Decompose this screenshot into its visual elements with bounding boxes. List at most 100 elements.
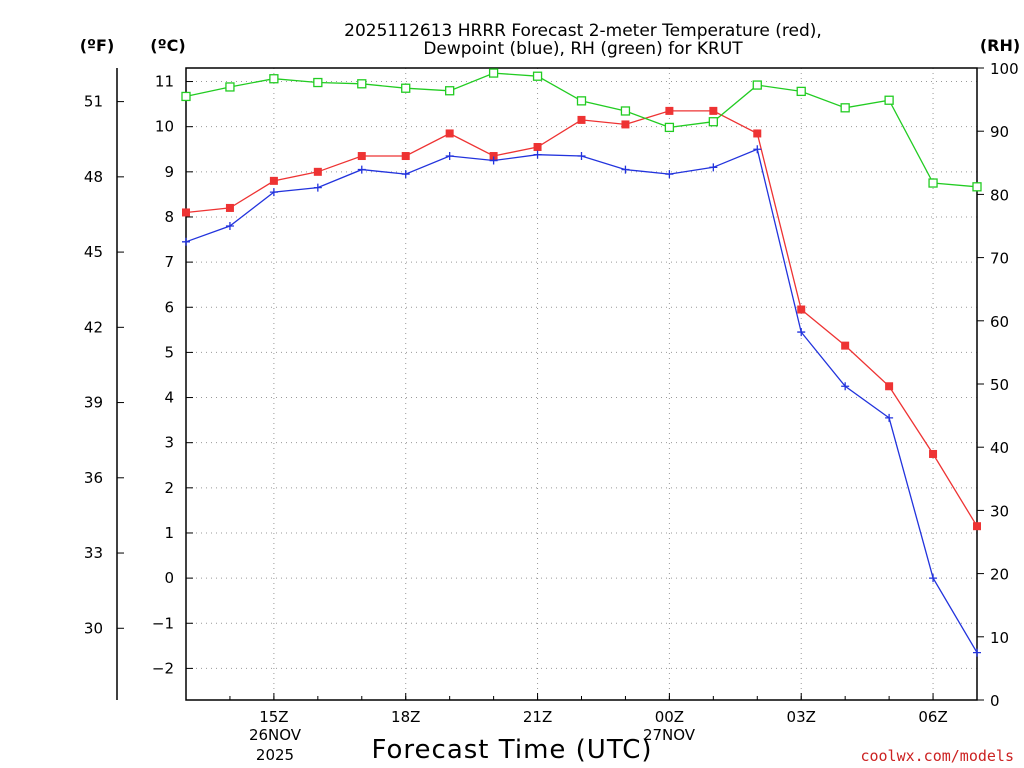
celsius-tick-label: −1 (152, 614, 174, 632)
dewpoint-point (841, 382, 850, 391)
celsius-tick-label: 0 (164, 569, 174, 587)
rh-tick-label: 40 (990, 439, 1009, 457)
fahrenheit-tick-label: 33 (84, 544, 103, 562)
celsius-tick-label: 3 (164, 434, 174, 452)
rh-point (708, 117, 718, 127)
plot-frame (185, 67, 978, 701)
temperature-point (533, 143, 542, 151)
x-tick-label: 00Z (655, 708, 684, 726)
rh-tick-label: 10 (990, 629, 1009, 647)
rh-tick-label: 30 (990, 502, 1009, 520)
temperature-point (665, 106, 674, 115)
temperature-point (225, 203, 234, 212)
temperature-point (753, 129, 762, 138)
fahrenheit-tick-label: 51 (84, 93, 103, 111)
rh-point (664, 122, 675, 133)
temperature-point (797, 305, 806, 314)
axis-ticks: −2−1012345678910113033363942454851010203… (84, 60, 1019, 726)
fahrenheit-tick-label: 39 (84, 394, 103, 412)
rh-point (840, 103, 850, 113)
temperature-point (182, 208, 190, 217)
dewpoint-point (489, 156, 498, 165)
rh-point (313, 77, 323, 88)
dewpoint-point (973, 648, 981, 657)
dewpoint-point (753, 145, 762, 154)
temperature-point (929, 449, 938, 458)
fahrenheit-tick-label: 30 (84, 619, 103, 637)
dewpoint-point (533, 150, 542, 159)
celsius-tick-label: −2 (152, 659, 174, 677)
dewpoint-point (709, 163, 718, 172)
temperature-point (973, 522, 981, 531)
rh-tick-label: 90 (990, 123, 1009, 141)
rh-point (884, 95, 894, 105)
dewpoint-point (885, 413, 894, 422)
rh-point (445, 86, 455, 96)
rh-tick-label: 80 (990, 186, 1009, 204)
temperature-point (489, 152, 498, 161)
chart-title-line-2: Dewpoint (blue), RH (green) for KRUT (423, 39, 743, 59)
rh-tick-label: 100 (990, 60, 1019, 78)
x-date-label-day: 26NOV (249, 726, 302, 744)
rh-axis-unit: (RH) (980, 36, 1020, 55)
dewpoint-point (621, 165, 630, 174)
temperature-point (577, 115, 586, 124)
dewpoint-point (665, 170, 674, 179)
temperature-point (357, 152, 366, 161)
rh-tick-label: 50 (990, 376, 1009, 394)
temperature-point (885, 382, 894, 391)
celsius-axis-unit: (ºC) (150, 36, 185, 55)
rh-point (181, 91, 191, 102)
celsius-tick-label: 5 (164, 343, 174, 361)
fahrenheit-tick-label: 45 (84, 243, 103, 261)
x-tick-label: 06Z (918, 708, 947, 726)
celsius-tick-label: 10 (155, 118, 174, 136)
x-date-label-day2: 27NOV (643, 726, 696, 744)
celsius-tick-label: 1 (164, 524, 174, 542)
temperature-point (621, 120, 630, 129)
rh-point (576, 96, 587, 106)
dewpoint-point (313, 183, 322, 192)
x-tick-label: 21Z (523, 708, 552, 726)
rh-tick-label: 60 (990, 313, 1009, 331)
dewpoint-point (225, 222, 234, 230)
dewpoint-point (182, 237, 190, 246)
x-tick-label: 18Z (391, 708, 420, 726)
celsius-tick-label: 6 (164, 298, 174, 316)
fahrenheit-axis-unit: (ºF) (80, 36, 115, 55)
x-tick-label: 15Z (259, 708, 288, 726)
dewpoint-line (185, 148, 978, 653)
rh-point (532, 71, 543, 81)
rh-point (401, 83, 411, 93)
credit-link[interactable]: coolwx.com/models (860, 747, 1014, 765)
rh-point (357, 79, 367, 89)
rh-point (796, 86, 806, 97)
dewpoint-point (929, 574, 938, 583)
dewpoint-point (401, 170, 410, 179)
chart-title-line-1: 2025112613 HRRR Forecast 2-meter Tempera… (344, 21, 822, 41)
rh-tick-label: 20 (990, 566, 1009, 584)
dewpoint-point (269, 188, 278, 197)
temperature-point (709, 106, 718, 115)
dewpoint-point (577, 152, 586, 161)
celsius-tick-label: 8 (164, 208, 174, 226)
rh-point (928, 178, 938, 188)
celsius-tick-label: 4 (164, 389, 174, 407)
temperature-point (313, 167, 322, 176)
rh-tick-label: 70 (990, 250, 1009, 268)
temperature-line (185, 110, 978, 527)
fahrenheit-tick-label: 48 (84, 168, 103, 186)
fahrenheit-tick-label: 42 (84, 318, 103, 336)
rh-point (269, 74, 279, 84)
rh-point (225, 82, 235, 92)
rh-point (620, 106, 631, 116)
rh-point (752, 80, 762, 90)
celsius-tick-label: 9 (164, 163, 174, 181)
rh-tick-label: 0 (990, 692, 1000, 710)
celsius-tick-label: 11 (155, 73, 174, 91)
data-series (181, 68, 982, 657)
temperature-point (401, 152, 410, 161)
grid-lines (186, 68, 977, 700)
celsius-tick-label: 7 (164, 253, 174, 271)
